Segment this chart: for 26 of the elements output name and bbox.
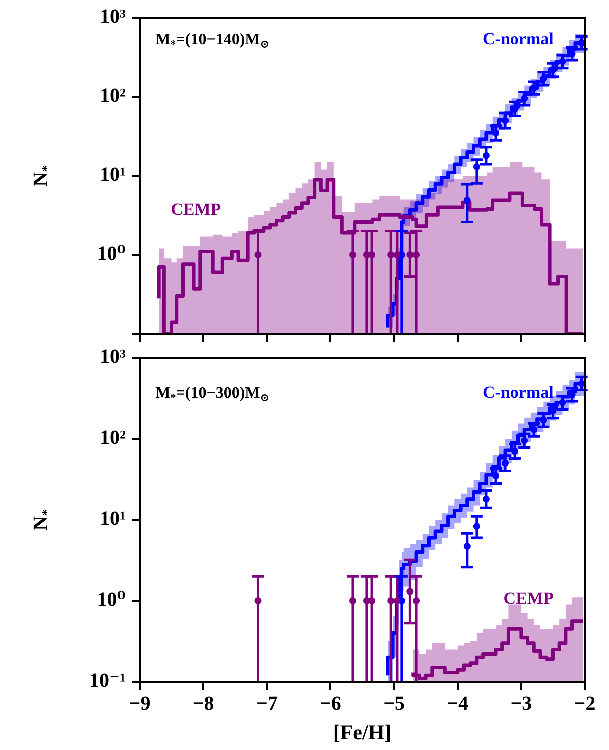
y-tick-label: 10⁰ xyxy=(97,589,126,612)
y-tick-label: 10⁻¹ xyxy=(89,670,126,692)
x-axis-title: [Fe/H] xyxy=(333,720,392,744)
x-tick-label: −8 xyxy=(192,693,214,716)
x-tick-label: −6 xyxy=(320,693,342,716)
y-tick-label: 10⁰ xyxy=(97,243,126,266)
y-tick-label: 10² xyxy=(100,85,126,108)
annotation: M*=(10−140)M⊙ xyxy=(156,31,270,51)
y-axis-title: N* xyxy=(30,165,56,187)
x-tick-label: −7 xyxy=(256,693,278,716)
y-tick-label: 10² xyxy=(100,427,126,450)
x-tick-label: −4 xyxy=(447,693,469,716)
y-axis-title: N* xyxy=(30,509,56,531)
series-label: C-normal xyxy=(483,30,554,49)
annotation: M*=(10−300)M⊙ xyxy=(156,384,270,404)
series-label: CEMP xyxy=(171,200,222,220)
x-tick-label: −3 xyxy=(510,693,532,716)
y-tick-label: 10³ xyxy=(100,6,126,28)
y-tick-label: 10¹ xyxy=(100,508,126,530)
x-tick-label: −5 xyxy=(384,693,405,716)
series-label: C-normal xyxy=(483,383,554,402)
y-tick-label: 10¹ xyxy=(100,164,126,186)
x-tick-label: −2 xyxy=(574,693,596,716)
x-tick-label: −9 xyxy=(129,693,151,716)
series-label: CEMP xyxy=(504,588,554,608)
y-tick-label: 10³ xyxy=(100,346,126,368)
